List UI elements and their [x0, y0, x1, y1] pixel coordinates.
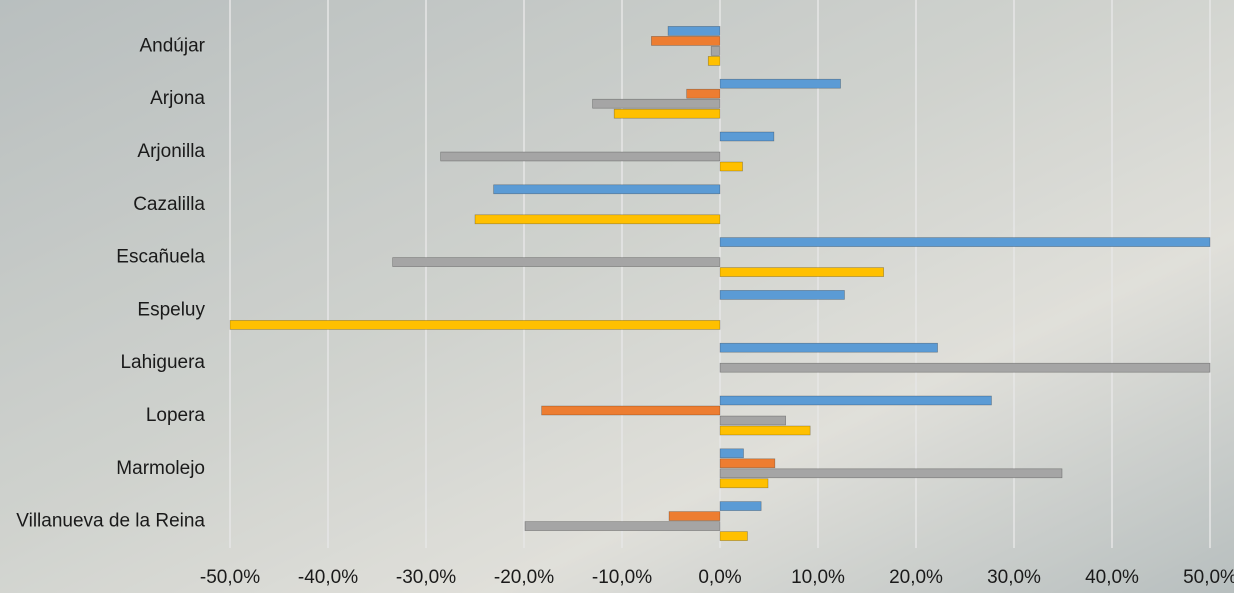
bar [667, 26, 721, 36]
y-tick-label: Lopera [146, 405, 206, 426]
y-tick-label: Escañuela [116, 247, 205, 268]
x-tick-label: -40,0% [298, 567, 358, 588]
bar [719, 362, 1211, 373]
bar [719, 342, 938, 353]
x-tick-label: -10,0% [592, 567, 652, 588]
bar [613, 108, 721, 119]
y-tick-label: Andújar [140, 35, 206, 56]
x-tick-label: 40,0% [1085, 567, 1139, 588]
bar [474, 214, 721, 225]
bar [719, 415, 786, 426]
bar [719, 78, 841, 89]
x-tick-label: 10,0% [791, 567, 845, 588]
bar [592, 98, 721, 109]
bar [686, 88, 721, 99]
bar [719, 395, 992, 406]
y-tick-label: Arjona [150, 88, 205, 109]
bar [229, 320, 721, 330]
x-tick-label: 20,0% [889, 567, 943, 588]
bar [719, 448, 744, 459]
x-tick-label: -50,0% [200, 567, 260, 588]
bar [719, 501, 762, 511]
x-tick-label: -30,0% [396, 567, 456, 588]
y-tick-label: Lahiguera [120, 352, 205, 373]
bar [719, 161, 743, 172]
bar [707, 56, 721, 66]
bar [719, 267, 884, 277]
y-tick-label: Arjonilla [137, 141, 205, 162]
y-tick-label: Marmolejo [116, 458, 205, 479]
bar [719, 237, 1211, 247]
bar [541, 405, 721, 416]
bar [440, 151, 721, 162]
bar [719, 290, 845, 300]
bar [493, 184, 721, 195]
bar [668, 511, 721, 521]
bar [392, 257, 721, 267]
y-tick-label: Villanueva de la Reina [16, 511, 205, 532]
bar [651, 36, 721, 46]
bar [719, 531, 748, 541]
bar [719, 458, 776, 469]
x-tick-label: 50,0% [1183, 567, 1234, 588]
bar [719, 478, 769, 489]
x-tick-label: -20,0% [494, 567, 554, 588]
bar [719, 131, 775, 142]
y-tick-label: Espeluy [137, 299, 205, 320]
bar [719, 425, 811, 436]
bar [710, 46, 721, 56]
x-tick-label: 0,0% [698, 567, 741, 588]
x-tick-label: 30,0% [987, 567, 1041, 588]
bar [719, 468, 1063, 479]
bar [524, 521, 721, 531]
y-tick-label: Cazalilla [133, 194, 205, 215]
